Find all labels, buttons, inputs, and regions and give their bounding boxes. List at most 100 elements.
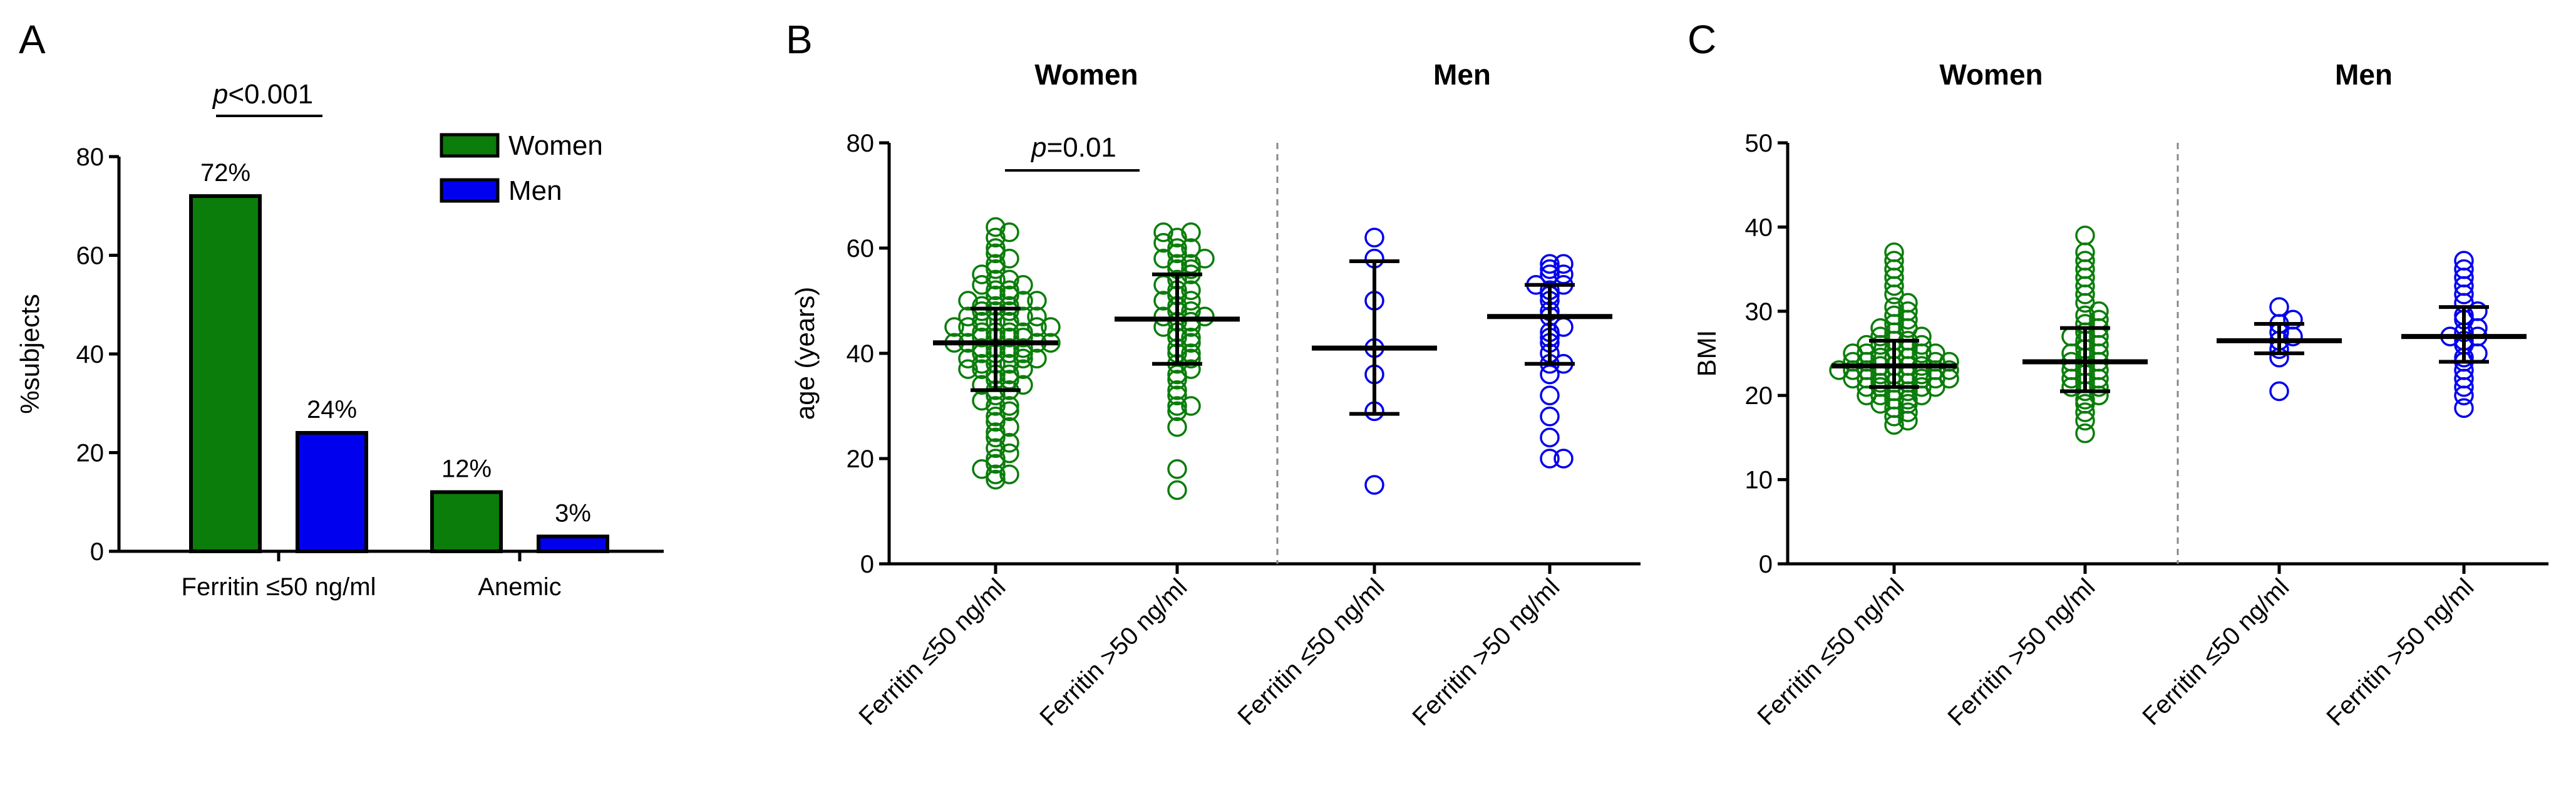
y-tick-label: 0 — [1759, 551, 1773, 578]
data-point — [999, 301, 1019, 321]
data-point — [2283, 309, 2303, 330]
data-point — [1870, 318, 1890, 338]
y-axis-label: BMI — [1692, 330, 1721, 377]
y-tick-label: 40 — [76, 341, 105, 368]
data-point — [944, 317, 964, 337]
data-point — [1540, 385, 1560, 405]
data-point — [1181, 359, 1201, 379]
p-value-annotation: p<0.001 — [212, 79, 313, 110]
data-point — [972, 354, 992, 374]
data-point — [1884, 242, 1904, 262]
data-point — [986, 259, 1006, 279]
data-point — [1195, 306, 1215, 326]
data-point — [1181, 348, 1201, 369]
data-point — [1870, 326, 1890, 346]
data-point — [999, 396, 1019, 416]
data-point — [1167, 459, 1187, 479]
data-point — [972, 275, 992, 295]
legend-label-men: Men — [508, 175, 562, 206]
data-point — [1540, 259, 1560, 279]
data-point — [1167, 238, 1187, 258]
data-point — [1013, 359, 1033, 379]
group-label-women: Women — [1939, 58, 2043, 91]
group-label-women: Women — [1034, 58, 1138, 91]
data-point — [999, 338, 1019, 358]
x-tick-label: Ferritin ≤50 ng/ml — [1232, 573, 1389, 730]
data-point — [999, 296, 1019, 316]
data-point — [958, 348, 978, 369]
x-tick-label: Ferritin >50 ng/ml — [1407, 573, 1565, 731]
y-tick-label: 60 — [76, 242, 105, 270]
data-point — [986, 427, 1006, 448]
data-point — [1027, 291, 1047, 311]
data-point — [1181, 333, 1201, 353]
data-point — [1041, 317, 1061, 337]
data-point — [986, 280, 1006, 300]
data-point — [986, 422, 1006, 442]
data-point — [1167, 401, 1187, 422]
data-point — [1195, 249, 1215, 269]
data-point — [1181, 259, 1201, 279]
data-point — [986, 464, 1006, 484]
bar-men — [537, 534, 609, 553]
y-tick-label: 10 — [1745, 467, 1773, 494]
data-point — [1553, 254, 1574, 274]
data-point — [1540, 427, 1560, 448]
data-point — [1181, 328, 1201, 348]
data-point — [1167, 396, 1187, 416]
data-point — [1181, 291, 1201, 311]
data-point — [1153, 306, 1173, 326]
data-point — [1027, 348, 1047, 369]
data-point — [1153, 222, 1173, 242]
x-tick-label: Ferritin >50 ng/ml — [2321, 573, 2479, 731]
data-point — [958, 306, 978, 326]
data-point — [986, 285, 1006, 306]
data-point — [1553, 449, 1574, 469]
data-point — [986, 396, 1006, 416]
data-point — [2454, 259, 2474, 279]
data-point — [999, 443, 1019, 464]
data-point — [986, 469, 1006, 490]
data-point — [1013, 348, 1033, 369]
data-point — [1153, 249, 1173, 269]
data-point — [2075, 226, 2095, 246]
data-point — [1167, 227, 1187, 247]
data-point — [1898, 402, 1918, 422]
data-point — [986, 238, 1006, 258]
x-tick-label: Ferritin ≤50 ng/ml — [853, 573, 1011, 730]
data-point — [986, 438, 1006, 458]
bar-value-label: 3% — [555, 499, 591, 527]
y-tick-label: 80 — [76, 143, 105, 171]
data-point — [2075, 305, 2095, 326]
bar-women — [189, 194, 262, 553]
data-point — [1027, 317, 1047, 337]
data-point — [986, 254, 1006, 274]
data-point — [1027, 306, 1047, 326]
y-tick-label: 0 — [860, 551, 874, 578]
data-point — [2269, 297, 2289, 317]
legend-swatch-women — [440, 133, 500, 158]
data-point — [1167, 385, 1187, 405]
data-point — [999, 311, 1019, 332]
x-tick-label: Ferritin ≤50 ng/ml — [1752, 573, 1909, 730]
data-point — [999, 417, 1019, 437]
data-point — [972, 328, 992, 348]
y-tick-label: 60 — [847, 235, 875, 262]
panel-c: C 0 10 20 30 40 50 BMI Women Men Ferritin ≤50 ng/… — [1687, 17, 2548, 731]
data-point — [1013, 291, 1033, 311]
data-point — [2454, 251, 2474, 271]
bar-value-label: 72% — [200, 159, 250, 187]
data-point — [1153, 291, 1173, 311]
bar-value-label: 12% — [441, 455, 492, 483]
data-point — [986, 412, 1006, 432]
data-point — [972, 459, 992, 479]
data-point — [958, 291, 978, 311]
data-point — [986, 269, 1006, 290]
group-label-men: Men — [2335, 58, 2393, 91]
data-point — [1181, 238, 1201, 258]
data-point — [999, 464, 1019, 484]
data-point — [972, 296, 992, 316]
data-point — [1364, 475, 1384, 495]
data-point — [972, 264, 992, 284]
